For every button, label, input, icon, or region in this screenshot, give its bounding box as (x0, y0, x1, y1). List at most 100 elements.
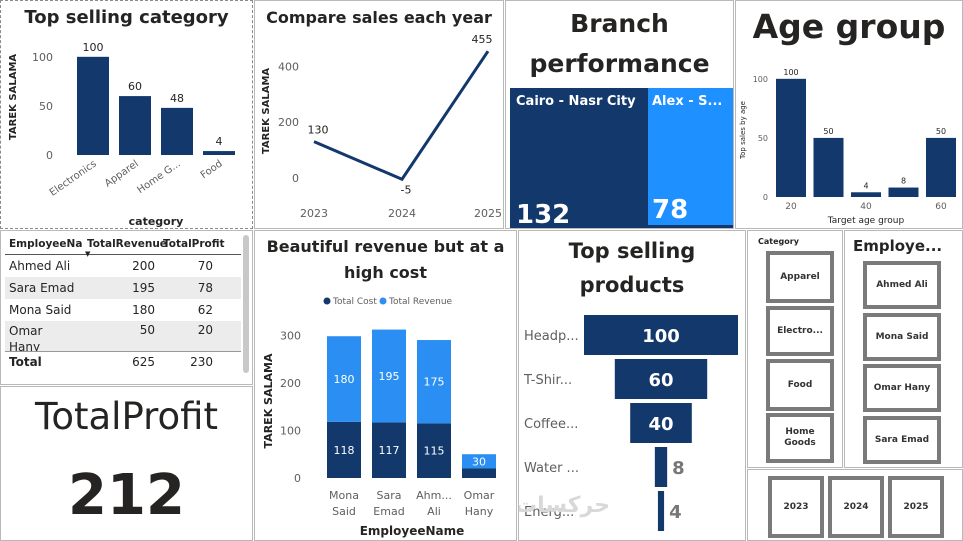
y-tick-label: 0 (763, 193, 768, 202)
cell-profit: 70 (197, 259, 213, 273)
employee-table: EmployeeNa me TotalRevenue ▼ TotalProfit… (5, 233, 241, 371)
employee-option[interactable]: Ahmed Ali (863, 261, 941, 309)
data-label: 40 (648, 414, 673, 435)
treemap-cell-cairo[interactable]: Cairo - Nasr City 132 (510, 88, 648, 228)
top-selling-category-chart[interactable]: 0 50 100 TAREK SALAMA 100 Electronics 60 Appare… (1, 1, 253, 229)
branch-performance-visual[interactable]: Branch performance Cairo - Nasr City 132… (505, 0, 734, 229)
table-scrollbar[interactable] (243, 235, 249, 373)
category-label: Energ... (524, 505, 574, 520)
y-tick-label: 300 (280, 329, 301, 342)
top-selling-category-visual[interactable]: Top selling category 0 50 100 TAREK SALAMA 1… (0, 0, 253, 229)
treemap-cell-minor[interactable] (648, 225, 733, 228)
category-option[interactable]: Food (766, 359, 834, 411)
bar-cost[interactable] (327, 421, 361, 478)
sort-desc-icon: ▼ (85, 249, 91, 258)
legend-marker-cost[interactable] (323, 297, 331, 305)
category-option[interactable]: Apparel (766, 251, 834, 303)
employee-option[interactable]: Sara Emad (863, 416, 941, 464)
table-row[interactable]: Mona Said 180 62 (5, 299, 241, 321)
data-label: 100 (783, 68, 798, 77)
category-slicer-title: Category (758, 237, 799, 246)
cell-revenue: 180 (132, 303, 155, 317)
bar[interactable] (926, 137, 956, 197)
data-label-cost: 118 (334, 444, 355, 457)
x-axis-title: EmployeeName (360, 524, 465, 538)
total-profit: 230 (190, 354, 213, 369)
category-option[interactable]: Home Goods (766, 413, 834, 463)
category-option[interactable]: Electro... (766, 306, 834, 356)
bar[interactable] (161, 107, 193, 155)
total-label: Total (9, 354, 42, 369)
bar-revenue[interactable] (417, 340, 451, 424)
year-option[interactable]: 2024 (828, 476, 884, 538)
employee-table-visual[interactable]: EmployeeNa me TotalRevenue ▼ TotalProfit… (0, 230, 253, 385)
x-tick-label: Apparel (103, 158, 141, 189)
header-total-revenue[interactable]: TotalRevenue ▼ (83, 238, 167, 258)
x-tick-label: Electronics (48, 158, 99, 198)
revenue-cost-chart[interactable]: Total Cost Total Revenue 0 100 200 300 TAREK S… (255, 231, 517, 541)
bar[interactable] (851, 192, 881, 197)
funnel-bar[interactable] (614, 359, 708, 399)
bar-revenue[interactable] (372, 329, 406, 423)
data-label: 8 (672, 458, 685, 479)
treemap-cairo-value: 132 (516, 200, 571, 229)
table-row[interactable]: Sara Emad 195 78 (5, 277, 241, 299)
category-label: T-Shir... (523, 373, 572, 388)
funnel-bar[interactable] (584, 315, 738, 355)
bar-cost[interactable] (372, 422, 406, 478)
bar[interactable] (119, 96, 151, 155)
bar-revenue[interactable] (462, 454, 496, 469)
data-label: 100 (642, 326, 680, 347)
x-tick-label: Ahm... (416, 489, 452, 502)
bar-cost[interactable] (462, 468, 496, 478)
category-slicer[interactable]: Category Apparel Electro... Food Home Go… (747, 230, 843, 468)
revenue-cost-visual[interactable]: Beautiful revenue but at a high cost Tot… (254, 230, 517, 541)
bar[interactable] (203, 151, 235, 155)
compare-sales-visual[interactable]: Compare sales each year 0 200 400 TAREK SAL… (254, 0, 504, 229)
x-tick-label: 2025 (474, 207, 502, 220)
top-products-visual[interactable]: Top selling products Headp... 100 T-Shir..… (518, 230, 746, 541)
employee-option[interactable]: Mona Said (863, 313, 941, 361)
bar-cost[interactable] (417, 423, 451, 478)
total-profit-label: TotalProfit (35, 395, 218, 438)
age-group-visual[interactable]: Age group 0 50 100 Top sales by age 100 50 4 8 5… (735, 0, 963, 229)
employee-option[interactable]: Omar Hany (863, 364, 941, 412)
top-products-funnel[interactable]: Headp... 100 T-Shir... 60 Coffee... 40 Water .… (519, 231, 746, 541)
age-group-title: Age group (752, 7, 946, 46)
treemap-cell-alex[interactable]: Alex - S... 78 (648, 88, 733, 225)
y-tick-label: 200 (280, 377, 301, 390)
data-label: 60 (648, 370, 673, 391)
x-tick-label: 2024 (388, 207, 416, 220)
cell-name: Mona Said (9, 303, 72, 317)
employee-slicer[interactable]: Employe... Ahmed Ali Mona Said Omar Hany… (844, 230, 963, 468)
compare-sales-chart[interactable]: 0 200 400 TAREK SALAMA 130 2023 -5 2024 455 2025 (255, 1, 504, 229)
table-row[interactable]: Ahmed Ali 200 70 (5, 255, 241, 277)
bar[interactable] (776, 78, 806, 197)
funnel-bar[interactable] (657, 491, 665, 531)
y-tick-label: 0 (292, 172, 299, 185)
funnel-bar[interactable] (654, 447, 668, 487)
total-profit-card[interactable]: TotalProfit 212 (0, 386, 253, 541)
data-label-revenue: 195 (379, 370, 400, 383)
total-profit-value: 212 (68, 463, 185, 528)
header-employee-name[interactable]: EmployeeNa me (9, 237, 83, 250)
data-label-revenue: 30 (472, 455, 486, 468)
cell-name: Omar Hany (9, 324, 43, 351)
year-option[interactable]: 2023 (768, 476, 824, 538)
funnel-bar[interactable] (630, 403, 692, 443)
data-label-revenue: 175 (424, 376, 445, 389)
category-label: Coffee... (524, 417, 578, 432)
series-line (313, 50, 490, 182)
bar-revenue[interactable] (327, 336, 361, 422)
year-slicer[interactable]: 2023 2024 2025 (747, 469, 963, 541)
legend-marker-revenue[interactable] (379, 297, 387, 305)
header-total-profit[interactable]: TotalProfit (163, 237, 225, 250)
table-row[interactable]: Omar Hany 50 20 (5, 321, 241, 351)
age-group-chart[interactable]: 0 50 100 Top sales by age 100 50 4 8 50 20 40 60 Tar… (736, 1, 963, 229)
bar[interactable] (77, 56, 109, 156)
bar[interactable] (888, 187, 919, 197)
year-option[interactable]: 2025 (888, 476, 944, 538)
data-label: 455 (472, 33, 493, 46)
bar[interactable] (813, 137, 844, 197)
x-tick-label: 40 (860, 202, 872, 212)
